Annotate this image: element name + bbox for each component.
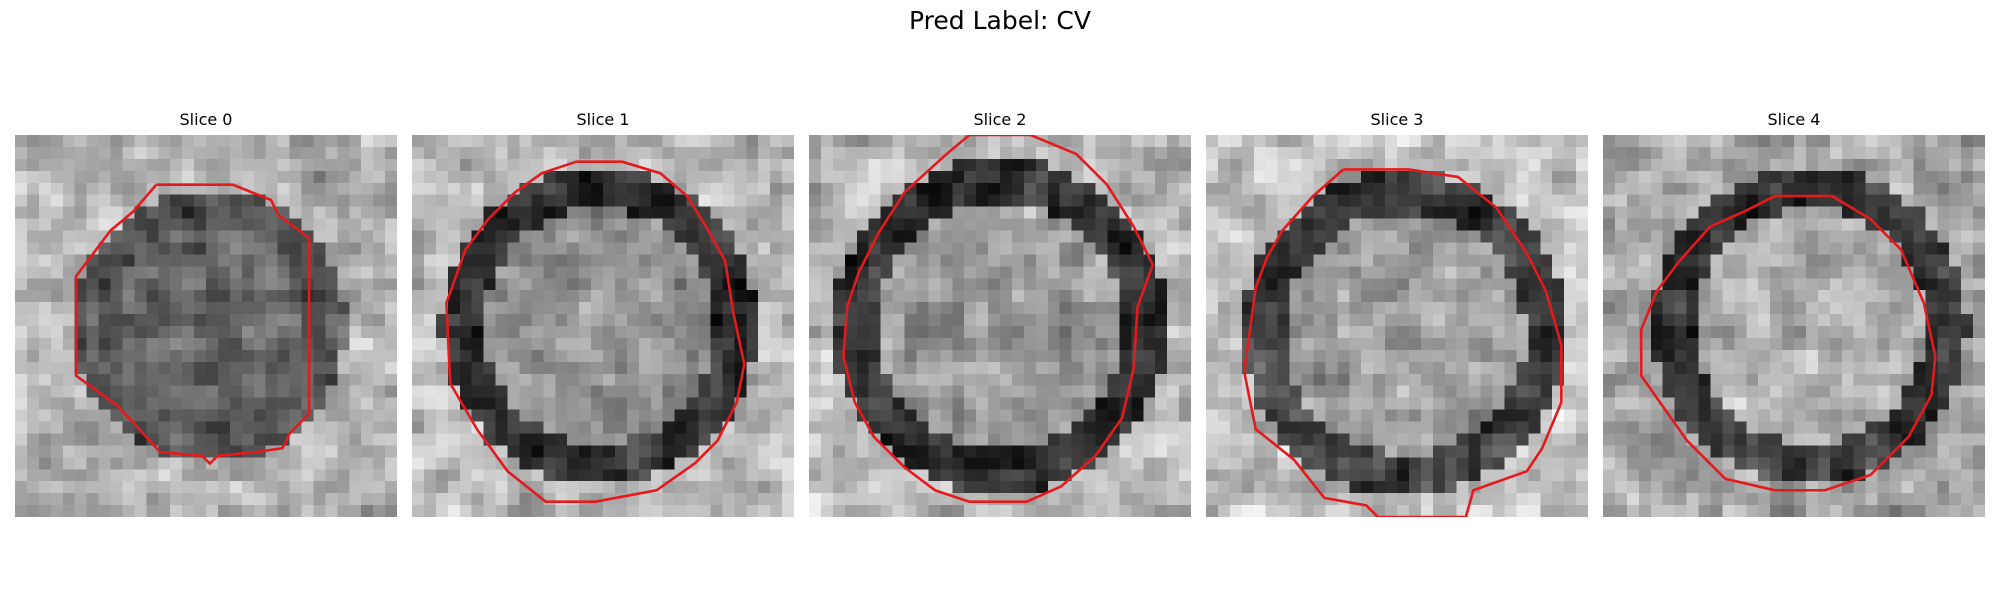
- slice-image-4: [1603, 135, 1985, 517]
- slice-image-1: [412, 135, 794, 517]
- slice-panel-0: Slice 0: [15, 108, 397, 517]
- slice-svg-2: [809, 135, 1191, 517]
- slice-svg-3: [1206, 135, 1588, 517]
- slice-title-2: Slice 2: [973, 110, 1027, 129]
- slice-image-2: [809, 135, 1191, 517]
- slice-panel-4: Slice 4: [1603, 108, 1985, 517]
- slice-panel-2: Slice 2: [809, 108, 1191, 517]
- slice-title-1: Slice 1: [576, 110, 630, 129]
- segmentation-contour-3: [1242, 168, 1563, 517]
- slice-panel-1: Slice 1: [412, 108, 794, 517]
- segmentation-contour-1: [445, 160, 746, 504]
- slice-panel-3: Slice 3: [1206, 108, 1588, 517]
- segmentation-contour-2: [842, 135, 1155, 504]
- slice-image-0: [15, 135, 397, 517]
- slice-svg-1: [412, 135, 794, 517]
- slice-image-3: [1206, 135, 1588, 517]
- slice-title-0: Slice 0: [179, 110, 233, 129]
- slice-title-3: Slice 3: [1370, 110, 1424, 129]
- slice-svg-4: [1603, 135, 1985, 517]
- segmentation-contour-4: [1639, 194, 1937, 492]
- segmentation-contour-0: [74, 183, 311, 466]
- slice-svg-0: [15, 135, 397, 517]
- figure-title: Pred Label: CV: [909, 6, 1091, 35]
- slice-title-4: Slice 4: [1767, 110, 1821, 129]
